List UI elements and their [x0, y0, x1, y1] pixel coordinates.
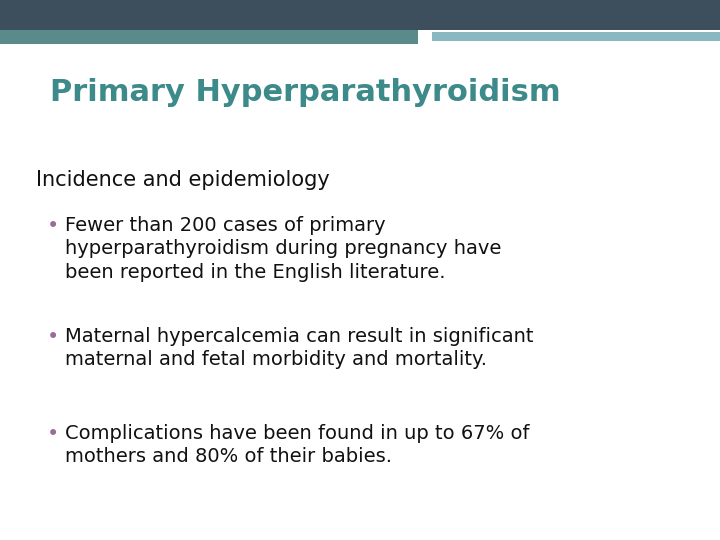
Text: Incidence and epidemiology: Incidence and epidemiology — [36, 170, 330, 190]
Text: •: • — [47, 327, 59, 347]
Text: Primary Hyperparathyroidism: Primary Hyperparathyroidism — [50, 78, 561, 107]
Text: Maternal hypercalcemia can result in significant
maternal and fetal morbidity an: Maternal hypercalcemia can result in sig… — [65, 327, 534, 369]
Text: Fewer than 200 cases of primary
hyperparathyroidism during pregnancy have
been r: Fewer than 200 cases of primary hyperpar… — [65, 216, 501, 282]
Text: •: • — [47, 424, 59, 444]
Text: Complications have been found in up to 67% of
mothers and 80% of their babies.: Complications have been found in up to 6… — [65, 424, 529, 467]
Text: •: • — [47, 216, 59, 236]
